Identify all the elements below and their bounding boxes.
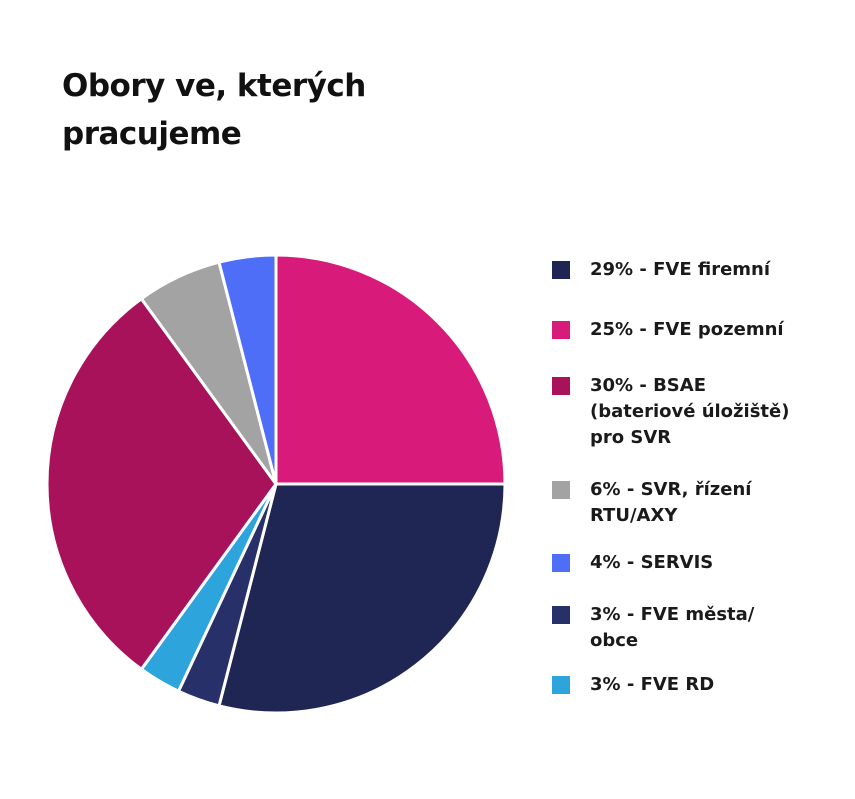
legend-label: 29% - FVE firemní bbox=[590, 259, 771, 280]
legend-swatch bbox=[552, 261, 570, 279]
legend-label: 30% - BSAE (bateriové úložiště) pro SVR bbox=[590, 375, 790, 448]
pie-slice bbox=[274, 253, 507, 486]
legend-label: 4% - SERVIS bbox=[590, 552, 714, 573]
legend-label: 25% - FVE pozemní bbox=[590, 319, 784, 340]
legend-swatch bbox=[552, 481, 570, 499]
legend-label: 6% - SVR, řízení RTU/AXY bbox=[590, 479, 752, 526]
chart-title: Obory ve, kterých pracujeme bbox=[62, 68, 366, 152]
legend-swatch bbox=[552, 676, 570, 694]
legend-swatch bbox=[552, 606, 570, 624]
legend-swatch bbox=[552, 321, 570, 339]
legend-label: 3% - FVE města/ obce bbox=[590, 604, 755, 651]
pie-chart bbox=[45, 253, 507, 715]
pie-slice bbox=[217, 253, 278, 485]
legend-swatch bbox=[552, 377, 570, 395]
legend-label: 3% - FVE RD bbox=[590, 674, 715, 695]
legend-swatch bbox=[552, 554, 570, 572]
pie-slice bbox=[45, 296, 278, 672]
pie-slice bbox=[217, 482, 507, 715]
